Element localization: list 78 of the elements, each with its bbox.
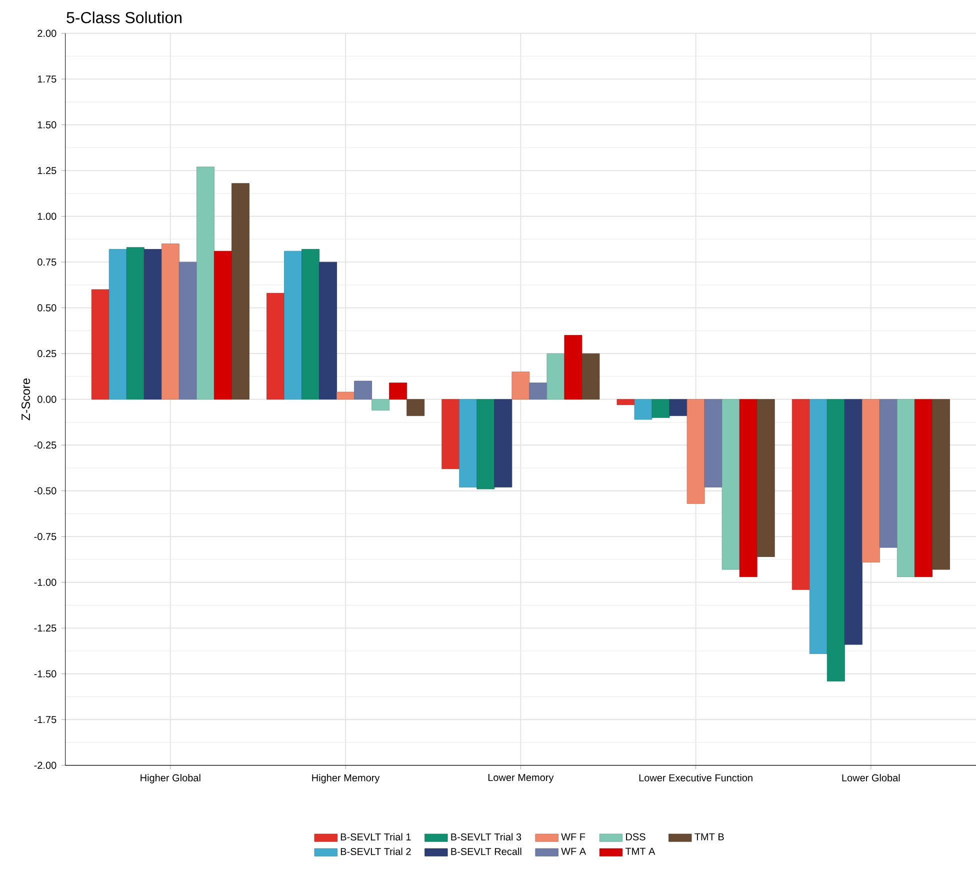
bar: [739, 399, 758, 578]
y-tick-label: -1.75: [34, 716, 56, 724]
bar: [862, 399, 880, 563]
bar: [442, 399, 460, 470]
y-tick-label: 0.75: [38, 258, 56, 266]
y-tick-label: -0.25: [34, 442, 56, 449]
bar: [914, 399, 932, 578]
y-tick-label: -1.00: [34, 578, 56, 586]
bar: [108, 249, 127, 400]
y-tick-label: -0.50: [34, 487, 56, 495]
bar: [214, 251, 232, 400]
bar: [809, 399, 828, 654]
y-tick-label: 1.25: [38, 167, 56, 174]
bar: [756, 399, 775, 558]
y-axis-title: Z-Score: [22, 378, 30, 420]
legend-label: B-SEVLT Recall: [451, 848, 522, 856]
bar: [512, 372, 530, 400]
legend-label: B-SEVLT Trial 1: [340, 833, 411, 841]
legend-label: DSS: [626, 833, 646, 841]
y-tick-label: -0.75: [34, 533, 56, 540]
bar: [336, 392, 354, 400]
bar: [722, 399, 740, 570]
y-tick-label: 0.50: [38, 304, 56, 312]
bar: [354, 380, 372, 400]
y-tick-label: 2.00: [38, 30, 56, 38]
bar: [476, 399, 495, 490]
legend-label: B-SEVLT Trial 3: [451, 833, 522, 841]
x-tick-label: Lower Executive Function: [639, 774, 752, 782]
bar: [826, 399, 845, 682]
bar: [178, 262, 197, 400]
x-tick-label: Higher Memory: [312, 774, 380, 784]
legend-label: B-SEVLT Trial 2: [340, 848, 411, 856]
bar: [406, 399, 425, 416]
bar: [232, 183, 250, 400]
bar: [879, 399, 898, 548]
bar: [652, 399, 670, 418]
legend-label: TMT A: [625, 848, 656, 855]
bar: [196, 166, 214, 400]
bar: [896, 399, 915, 578]
legend-label: WF A: [561, 848, 586, 855]
y-tick-label: 1.00: [38, 212, 56, 220]
x-tick-label: Higher Global: [140, 774, 200, 784]
x-tick-label: Lower Memory: [488, 774, 554, 784]
bar: [546, 354, 565, 400]
y-tick-label: 0.25: [38, 350, 56, 358]
bar: [844, 399, 862, 645]
bar: [792, 399, 810, 590]
bar: [932, 399, 950, 570]
bar: [284, 251, 302, 400]
bar: [144, 249, 162, 400]
bar: [564, 335, 582, 400]
bar: [494, 399, 512, 488]
legend-label: TMT B: [694, 834, 724, 840]
bar: [634, 399, 652, 420]
bar: [389, 382, 408, 400]
bar: [302, 249, 320, 400]
y-tick-label: 1.50: [38, 121, 56, 129]
legend-label: WF F: [561, 834, 586, 840]
bar: [582, 354, 600, 400]
bar: [669, 399, 688, 416]
bar: [459, 399, 478, 488]
bar: [91, 290, 110, 400]
x-tick-label: Lower Global: [842, 774, 900, 782]
bar: [616, 399, 635, 406]
y-tick-label: -2.00: [34, 762, 56, 770]
bar: [266, 293, 284, 400]
bar: [372, 399, 390, 411]
y-tick-label: -1.50: [34, 670, 56, 678]
bar: [529, 382, 548, 400]
y-tick-label: -1.25: [34, 624, 56, 632]
bar: [704, 399, 722, 488]
y-tick-label: 0.00: [38, 396, 56, 404]
bar: [686, 399, 705, 504]
y-tick-label: 1.75: [38, 76, 56, 83]
bar: [319, 262, 337, 400]
bar: [126, 247, 144, 400]
chart-title: 5-Class Solution: [66, 12, 182, 24]
bar: [161, 244, 180, 400]
